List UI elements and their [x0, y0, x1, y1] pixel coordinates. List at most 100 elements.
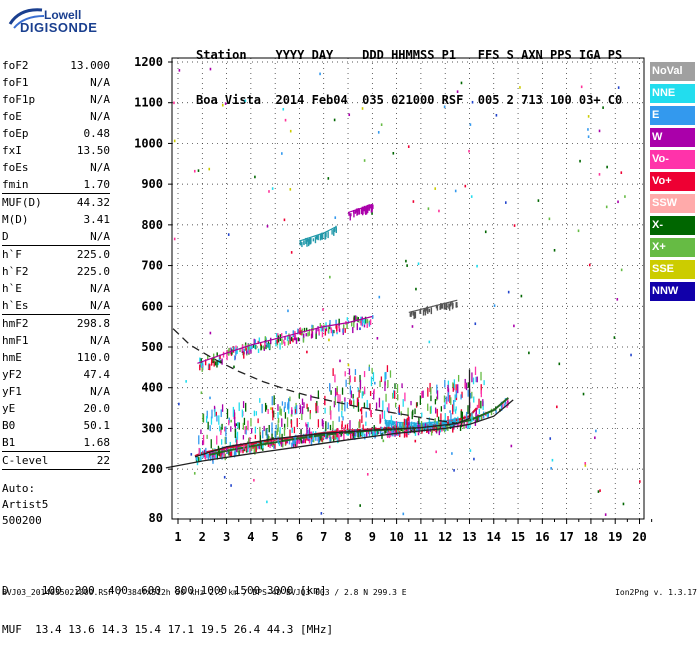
echo-point	[476, 376, 478, 383]
echo-point	[389, 420, 391, 425]
echo-point	[431, 423, 433, 428]
noise-point	[549, 437, 552, 440]
echo-point	[248, 347, 250, 354]
echo-point	[225, 446, 227, 451]
echo-point	[419, 310, 421, 314]
y-tick-label-min: 80	[149, 511, 163, 525]
echo-point	[321, 234, 324, 240]
echo-point	[265, 344, 267, 350]
echo-point	[282, 443, 284, 448]
echo-point	[446, 423, 448, 431]
echo-point	[213, 360, 215, 367]
echo-point	[361, 391, 363, 399]
noise-point	[415, 287, 417, 291]
param-value: 1.68	[83, 436, 111, 449]
echo-point	[399, 431, 401, 438]
echo-point	[371, 367, 373, 374]
echo-point	[380, 428, 382, 435]
param-row: M(D) 3.41	[2, 211, 110, 228]
param-name: fxI	[2, 144, 22, 157]
noise-point	[398, 412, 401, 415]
muf-value-row: MUF 13.4 13.6 14.3 15.4 17.1 19.5 26.4 4…	[2, 623, 334, 636]
echo-point	[332, 420, 334, 431]
echo-point	[321, 327, 324, 331]
echo-point	[363, 402, 366, 408]
echo-point	[201, 366, 203, 372]
echo-point	[397, 394, 399, 401]
echo-point	[287, 401, 289, 408]
noise-point	[284, 118, 287, 122]
echo-point	[221, 453, 223, 460]
echo-point	[301, 242, 303, 248]
noise-point	[366, 473, 369, 476]
echo-point	[459, 424, 462, 431]
param-row: hmE 110.0	[2, 349, 110, 366]
echo-point	[477, 414, 480, 421]
noise-point	[519, 86, 521, 89]
echo-point	[221, 423, 223, 430]
echo-point	[266, 343, 268, 348]
echo-point	[288, 398, 290, 409]
echo-point	[444, 426, 447, 432]
param-name: h`Es	[2, 299, 29, 312]
noise-point	[380, 123, 383, 126]
echo-point	[476, 404, 479, 410]
autoscaling-info: Auto: Artist5 500200	[2, 481, 48, 529]
x-tick-label: 2	[199, 530, 206, 544]
echo-point	[327, 326, 330, 333]
echo-point	[207, 453, 209, 460]
echo-point	[281, 338, 283, 345]
echo-point	[480, 414, 483, 421]
echo-point	[442, 420, 444, 427]
echo-point	[457, 374, 460, 382]
echo-point	[436, 408, 438, 418]
echo-point	[439, 428, 441, 433]
noise-point	[550, 467, 552, 470]
echo-point	[245, 429, 247, 435]
echo-point	[414, 408, 416, 415]
noise-point	[470, 195, 473, 198]
chart-noise-points	[173, 67, 641, 516]
legend-item-x: X+	[650, 238, 695, 257]
echo-point	[361, 208, 364, 216]
echo-point	[225, 436, 227, 444]
echo-point	[368, 429, 370, 435]
echo-point	[306, 424, 308, 434]
echo-point	[310, 394, 312, 401]
noise-point	[378, 295, 381, 299]
echo-point	[298, 393, 300, 399]
echo-point	[330, 327, 332, 331]
echo-point	[262, 430, 264, 439]
echo-point	[289, 335, 291, 342]
noise-point	[443, 105, 446, 109]
echo-point	[247, 346, 249, 354]
noise-point	[281, 152, 283, 155]
echo-point	[301, 406, 304, 415]
noise-point	[553, 248, 556, 252]
param-value: N/A	[90, 93, 110, 106]
noise-point	[451, 452, 453, 455]
echo-point	[241, 447, 244, 452]
echo-point	[200, 429, 202, 435]
echo-point	[448, 303, 451, 311]
echo-point	[394, 423, 397, 429]
echo-point	[250, 446, 253, 451]
echo-point	[302, 337, 305, 343]
echo-point	[244, 342, 247, 346]
echo-point	[331, 229, 333, 235]
echo-point	[320, 433, 322, 441]
echo-point	[353, 315, 355, 323]
echo-point	[210, 439, 212, 449]
noise-point	[468, 149, 470, 153]
x-tick-label: 9	[369, 530, 376, 544]
noise-point	[417, 262, 420, 266]
noise-point	[254, 175, 256, 179]
noise-point	[438, 209, 440, 213]
echo-point	[435, 421, 438, 425]
echo-point	[363, 319, 366, 325]
echo-point	[270, 337, 272, 345]
y-tick-label: 900	[141, 177, 163, 191]
noise-point	[548, 217, 551, 221]
noise-point	[551, 458, 554, 462]
param-value: 13.50	[76, 144, 110, 157]
